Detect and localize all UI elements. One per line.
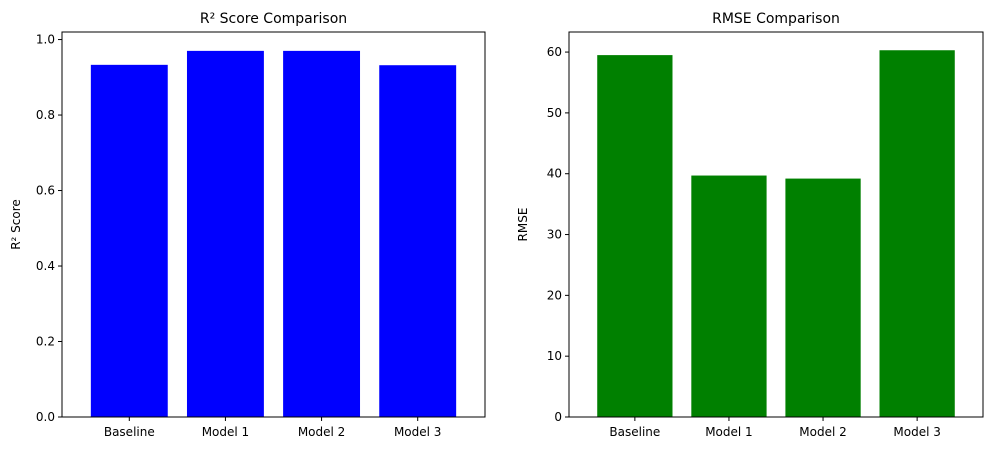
r2-y-ticks: 0.0 0.2 0.4 0.6 0.8 1.0	[36, 33, 62, 424]
rmse-y-tick-label: 40	[547, 167, 562, 181]
r2-bar-0	[90, 64, 168, 418]
rmse-x-tick-label: Baseline	[609, 425, 660, 439]
r2-chart: R² Score Comparison R² Score 0.00.20.40.…	[9, 11, 486, 439]
r2-bar-1	[186, 50, 264, 417]
r2-y-tick-label: 1.0	[36, 33, 55, 47]
r2-plot-frame	[61, 31, 486, 418]
r2-y-tick-label: 0.0	[36, 410, 55, 424]
r2-x-tick-label: Model 3	[394, 425, 441, 439]
rmse-bars	[597, 50, 955, 418]
rmse-bar-2	[785, 178, 861, 417]
rmse-y-tick-label: 0	[554, 410, 562, 424]
rmse-chart-ylabel: RMSE	[516, 208, 530, 242]
rmse-y-tick-label: 60	[547, 45, 562, 59]
rmse-y-tick-label: 20	[547, 288, 562, 302]
rmse-x-ticks: Baseline Model 1 Model 2 Model 3	[609, 417, 941, 439]
rmse-y-tick-label: 50	[547, 106, 562, 120]
rmse-bar-0	[597, 55, 673, 418]
rmse-x-tick-label: Model 1	[705, 425, 752, 439]
rmse-x-tick-label: Model 3	[893, 425, 940, 439]
r2-x-tick-label: Model 1	[202, 425, 249, 439]
r2-chart-title: R² Score Comparison	[200, 11, 347, 27]
r2-chart-ylabel: R² Score	[9, 199, 23, 250]
r2-x-tick-label: Model 2	[298, 425, 345, 439]
rmse-y-tick-label: 30	[547, 228, 562, 242]
r2-bar-2	[283, 50, 361, 417]
rmse-x-tick-label: Model 2	[799, 425, 846, 439]
rmse-bar-1	[691, 175, 767, 417]
r2-bar-3	[379, 65, 457, 417]
r2-x-tick-label: Baseline	[104, 425, 155, 439]
r2-y-tick-label: 0.6	[36, 184, 55, 198]
rmse-chart: RMSE Comparison RMSE 0 10 20 30 40 50 60 Basel…	[516, 11, 984, 439]
r2-bars	[90, 50, 457, 418]
rmse-y-ticks: 0 10 20 30 40 50 60	[547, 45, 569, 424]
rmse-y-tick-label: 10	[547, 349, 562, 363]
r2-y-tick-label: 0.2	[36, 335, 55, 349]
r2-y-tick-label: 0.8	[36, 108, 55, 122]
rmse-plot-frame	[568, 31, 984, 418]
rmse-bar-3	[879, 50, 955, 417]
rmse-chart-title: RMSE Comparison	[712, 11, 840, 27]
r2-y-tick-label: 0.4	[36, 259, 55, 273]
r2-x-ticks: Baseline Model 1 Model 2 Model 3	[104, 417, 441, 439]
